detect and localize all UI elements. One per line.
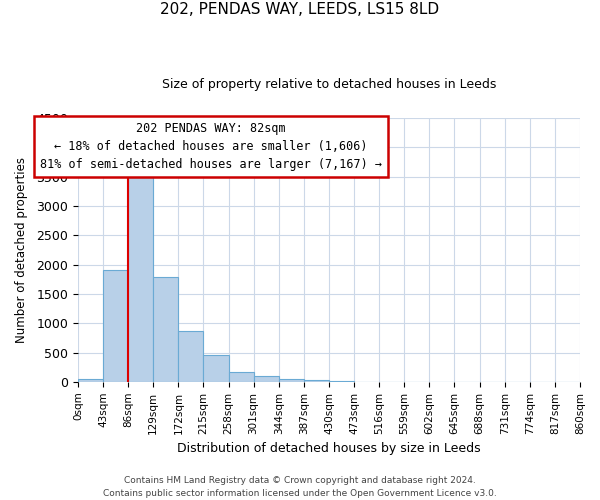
Bar bbox=[103, 270, 128, 382]
Text: Contains HM Land Registry data © Crown copyright and database right 2024.
Contai: Contains HM Land Registry data © Crown c… bbox=[103, 476, 497, 498]
Text: 202 PENDAS WAY: 82sqm
← 18% of detached houses are smaller (1,606)
81% of semi-d: 202 PENDAS WAY: 82sqm ← 18% of detached … bbox=[40, 122, 382, 171]
Bar bbox=[128, 176, 153, 382]
Bar bbox=[329, 381, 354, 382]
Bar bbox=[304, 380, 329, 382]
Bar bbox=[78, 380, 103, 382]
Bar bbox=[153, 278, 178, 382]
Text: 202, PENDAS WAY, LEEDS, LS15 8LD: 202, PENDAS WAY, LEEDS, LS15 8LD bbox=[160, 2, 440, 18]
Bar bbox=[178, 332, 203, 382]
Bar bbox=[254, 376, 279, 382]
Bar bbox=[279, 378, 304, 382]
Y-axis label: Number of detached properties: Number of detached properties bbox=[15, 157, 28, 343]
X-axis label: Distribution of detached houses by size in Leeds: Distribution of detached houses by size … bbox=[177, 442, 481, 455]
Bar bbox=[203, 355, 229, 382]
Title: Size of property relative to detached houses in Leeds: Size of property relative to detached ho… bbox=[162, 78, 496, 90]
Bar bbox=[229, 372, 254, 382]
